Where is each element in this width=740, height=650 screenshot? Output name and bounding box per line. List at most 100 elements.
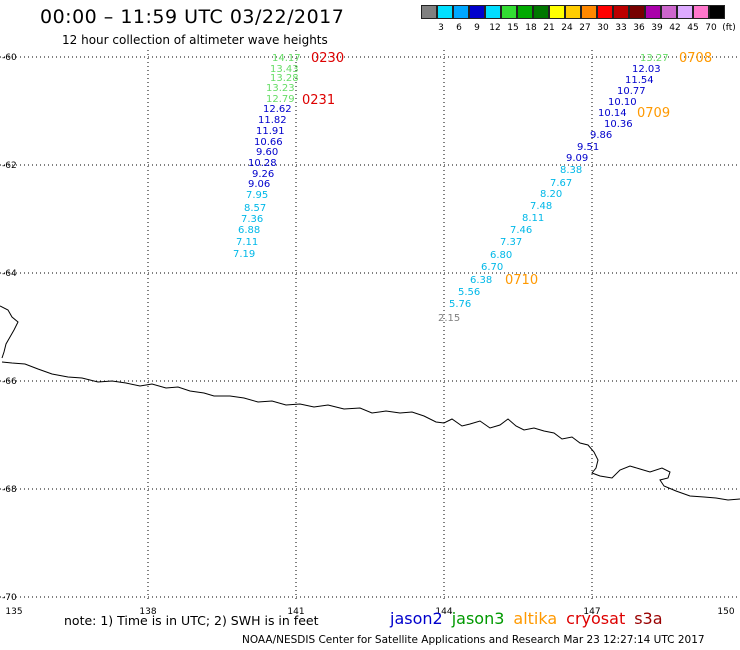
pass-time-label: 0710 [505, 273, 538, 288]
wave-height-value: 6.80 [490, 250, 512, 261]
lat-tick-label: -66 [2, 377, 17, 387]
legend-tick-label: 70 [705, 23, 717, 33]
legend-tick-label: 36 [633, 23, 645, 33]
legend-swatch [501, 5, 517, 19]
legend-swatch [709, 5, 725, 19]
legend-swatch [453, 5, 469, 19]
wave-height-value: 2.15 [438, 313, 460, 324]
legend-tick-label: 24 [561, 23, 573, 33]
units-note: note: 1) Time is in UTC; 2) SWH is in fe… [64, 613, 319, 628]
wave-height-value: 6.38 [470, 275, 492, 286]
wave-height-value: 7.67 [550, 178, 572, 189]
wave-height-value: 7.11 [236, 237, 258, 248]
pass-time-label: 0708 [679, 51, 712, 66]
sat-legend-cryosat: cryosat [566, 609, 626, 628]
satellite-legend: jason2 jason3 altika cryosat s3a [390, 609, 672, 628]
lat-tick-label: -70 [2, 593, 17, 603]
wave-height-value: 14.17 [272, 53, 301, 64]
wave-height-value: 5.76 [449, 299, 471, 310]
wave-height-value: 12.62 [263, 104, 292, 115]
pass-time-label: 0231 [302, 93, 335, 108]
sat-legend-s3a: s3a [634, 609, 663, 628]
legend-swatch [629, 5, 645, 19]
wave-height-value: 8.20 [540, 189, 562, 200]
lat-tick-label: -68 [2, 485, 17, 495]
wave-height-value: 8.38 [560, 165, 582, 176]
legend-tick-label: 18 [525, 23, 537, 33]
legend-swatch [613, 5, 629, 19]
lat-tick-label: -62 [2, 161, 17, 171]
wave-height-value: 8.57 [244, 203, 266, 214]
pass-time-label: 0709 [637, 106, 670, 121]
legend-swatch [533, 5, 549, 19]
wave-height-value: 7.46 [510, 225, 532, 236]
lon-tick-label: 144 [435, 607, 452, 617]
sat-legend-altika: altika [513, 609, 558, 628]
wave-height-value: 10.36 [604, 119, 633, 130]
legend-tick-label: 15 [507, 23, 519, 33]
wave-height-value: 9.06 [248, 179, 270, 190]
wave-height-value: 13.28 [270, 73, 299, 84]
legend-tick-label: 6 [456, 23, 462, 33]
wave-height-value: 13.23 [266, 83, 295, 94]
legend-swatch [469, 5, 485, 19]
legend-tick-label: 30 [597, 23, 609, 33]
legend-swatch [421, 5, 437, 19]
legend-tick-label: 3 [438, 23, 444, 33]
legend-swatch [597, 5, 613, 19]
wave-height-value: 9.60 [256, 147, 278, 158]
wave-height-value: 10.77 [617, 86, 646, 97]
legend-swatch [645, 5, 661, 19]
lon-tick-label: 141 [287, 607, 304, 617]
legend-swatch [437, 5, 453, 19]
lon-tick-label: 138 [139, 607, 156, 617]
legend-tick-label: (ft) [722, 23, 736, 33]
legend-swatch [677, 5, 693, 19]
lat-lon-grid: -60 -62 -64 -66 -68 -70 135 138 141 144 147 150 [0, 50, 740, 617]
lon-tick-label: 150 [717, 607, 734, 617]
wave-height-value: 9.51 [577, 142, 599, 153]
legend-tick-label: 12 [489, 23, 501, 33]
legend-swatch [693, 5, 709, 19]
wave-height-value: 12.79 [266, 94, 295, 105]
legend-swatch [661, 5, 677, 19]
wave-height-value: 11.91 [256, 126, 285, 137]
legend-tick-label: 39 [651, 23, 663, 33]
legend-swatch [565, 5, 581, 19]
sat-legend-jason3: jason3 [451, 609, 505, 628]
wave-height-value: 10.28 [248, 158, 277, 169]
legend-swatch [581, 5, 597, 19]
legend-tick-label: 42 [669, 23, 681, 33]
legend-tick-label: 21 [543, 23, 555, 33]
wave-height-value: 11.82 [258, 115, 287, 126]
lat-tick-label: -60 [2, 53, 17, 63]
wave-height-value: 9.86 [590, 130, 612, 141]
credit-line: NOAA/NESDIS Center for Satellite Applica… [242, 634, 705, 646]
wave-height-value: 8.11 [522, 213, 544, 224]
wave-height-value: 7.48 [530, 201, 552, 212]
lon-tick-label: 147 [583, 607, 600, 617]
wave-height-value: 13.43 [270, 64, 299, 75]
legend-tick-label: 9 [474, 23, 480, 33]
wave-height-value: 7.95 [246, 190, 268, 201]
pass-time-labels: 0230 0231 0708 0709 0710 [302, 51, 712, 288]
wave-height-value: 10.14 [598, 108, 627, 119]
wave-height-value: 7.36 [241, 214, 263, 225]
wave-height-value: 6.70 [481, 262, 503, 273]
map-title: 00:00 – 11:59 UTC 03/22/2017 [40, 6, 345, 28]
legend-tick-label: 45 [687, 23, 699, 33]
legend-swatch [485, 5, 501, 19]
wave-height-value: 13.27 [640, 53, 669, 64]
lat-tick-label: -64 [2, 269, 17, 279]
legend-tick-label: 33 [615, 23, 627, 33]
wave-height-value: 6.88 [238, 225, 260, 236]
antarctic-coastline [0, 305, 740, 501]
wave-height-value: 9.26 [252, 169, 274, 180]
wave-height-value: 12.03 [632, 64, 661, 75]
pass-time-label: 0230 [311, 51, 344, 66]
sat-legend-jason2: jason2 [390, 609, 443, 628]
wave-height-value: 11.54 [625, 75, 654, 86]
map-subtitle: 12 hour collection of altimeter wave hei… [62, 33, 328, 47]
wave-height-value: 7.37 [500, 237, 522, 248]
